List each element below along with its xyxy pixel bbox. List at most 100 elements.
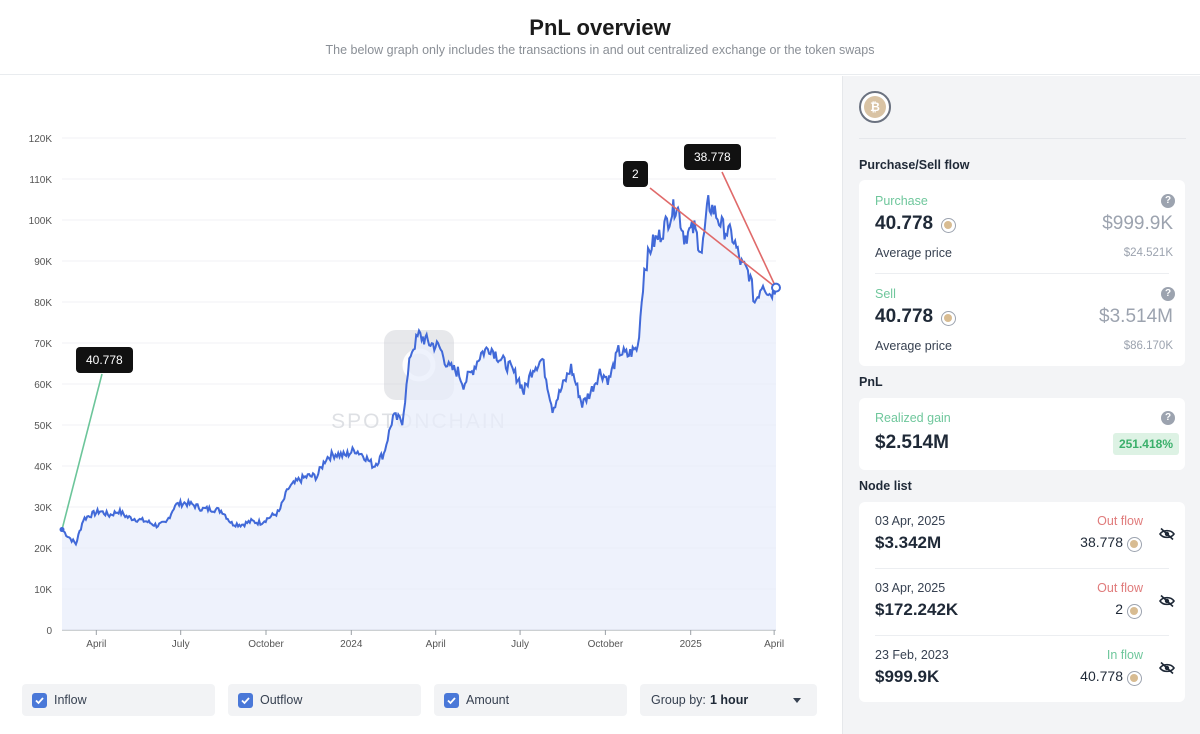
x-tick-label: July <box>511 639 529 650</box>
bitcoin-icon[interactable]: ₿ <box>859 91 891 123</box>
group-by-select[interactable]: Group by: 1 hour <box>640 684 817 716</box>
y-tick-label: 110K <box>29 175 52 186</box>
eye-off-icon[interactable] <box>1159 661 1175 675</box>
node-amount: 40.778 <box>1080 668 1123 684</box>
inflow-connector <box>61 373 103 530</box>
purchase-avg-label: Average price <box>875 246 952 260</box>
bitcoin-icon <box>1127 671 1142 686</box>
bitcoin-icon <box>1127 537 1142 552</box>
tooltip-inflow: 40.778 <box>76 347 133 373</box>
group-by-prefix: Group by: <box>651 693 706 707</box>
outflow-toggle[interactable]: Outflow <box>228 684 421 716</box>
purchase-label: Purchase <box>875 194 928 208</box>
help-icon[interactable]: ? <box>1161 194 1175 208</box>
y-tick-label: 70K <box>34 339 52 350</box>
outflow-label: Outflow <box>260 693 303 707</box>
node-list-title: Node list <box>859 479 912 493</box>
pnl-card: Realized gain ? $2.514M 251.418% <box>859 398 1185 470</box>
eye-off-icon[interactable] <box>1159 527 1175 541</box>
y-tick-label: 80K <box>34 298 52 309</box>
node-flow-type: Out flow <box>1097 581 1143 595</box>
node-date: 03 Apr, 2025 <box>875 514 946 528</box>
divider <box>875 568 1169 569</box>
sell-usd: $3.514M <box>1099 306 1173 327</box>
purchase-avg-value: $24.521K <box>1123 247 1173 259</box>
x-tick-label: October <box>588 639 624 650</box>
node-list-item[interactable]: 03 Apr, 2025 $172.242K Out flow 2 <box>859 569 1185 635</box>
inflow-point <box>59 527 65 533</box>
node-usd: $172.242K <box>875 600 959 619</box>
inflow-checkbox[interactable] <box>32 693 47 708</box>
node-date: 23 Feb, 2023 <box>875 648 949 662</box>
gain-percent-badge: 251.418% <box>1112 433 1179 455</box>
node-usd: $999.9K <box>875 667 940 686</box>
page-header: PnL overview The below graph only includ… <box>0 0 1200 75</box>
y-tick-label: 60K <box>34 380 52 391</box>
bitcoin-icon <box>941 218 956 233</box>
x-tick-label: October <box>248 639 284 650</box>
y-tick-label: 90K <box>34 257 52 268</box>
node-list-item[interactable]: 03 Apr, 2025 $3.342M Out flow 38.778 <box>859 502 1185 568</box>
sell-amount: 40.778 <box>875 306 934 327</box>
price-line <box>61 195 777 547</box>
x-tick-label: 2025 <box>680 639 703 650</box>
amount-label: Amount <box>466 693 510 707</box>
x-tick-label: April <box>764 639 784 650</box>
tooltip-outflow-large: 38.778 <box>684 144 741 170</box>
outflow-checkbox[interactable] <box>238 693 253 708</box>
y-tick-label: 100K <box>29 216 53 227</box>
page-title: PnL overview <box>529 15 671 40</box>
inflow-label: Inflow <box>54 693 87 707</box>
y-tick-label: 0 <box>46 626 52 637</box>
y-tick-label: 10K <box>34 585 52 596</box>
pnl-section-title: PnL <box>859 375 883 389</box>
amount-toggle[interactable]: Amount <box>434 684 627 716</box>
divider <box>875 635 1169 636</box>
outflow-connector-small <box>649 187 777 289</box>
purchase-amount: 40.778 <box>875 213 934 234</box>
x-tick-label: April <box>86 639 106 650</box>
amount-checkbox[interactable] <box>444 693 459 708</box>
inflow-toggle[interactable]: Inflow <box>22 684 215 716</box>
divider <box>859 138 1186 139</box>
outflow-point <box>771 282 781 293</box>
y-tick-label: 30K <box>34 503 52 514</box>
node-amount: 38.778 <box>1080 534 1123 550</box>
tooltip-outflow-small: 2 <box>623 161 648 187</box>
chart-panel: 0 10K 20K 30K 40K 50K 60K 70K 80K 90K 100K 110K 120K… <box>0 76 842 734</box>
divider <box>875 273 1169 274</box>
bitcoin-icon <box>1127 604 1142 619</box>
sell-avg-value: $86.170K <box>1123 340 1173 352</box>
sell-avg-label: Average price <box>875 339 952 353</box>
x-tick-label: 2024 <box>340 639 363 650</box>
x-tick-label: April <box>426 639 446 650</box>
help-icon[interactable]: ? <box>1161 411 1175 425</box>
node-list-item[interactable]: 23 Feb, 2023 $999.9K In flow 40.778 <box>859 636 1185 702</box>
price-area <box>62 195 776 630</box>
chevron-down-icon <box>793 698 801 703</box>
node-flow-type: In flow <box>1106 648 1143 662</box>
node-list: 03 Apr, 2025 $3.342M Out flow 38.778 03 … <box>859 502 1185 702</box>
realized-gain-value: $2.514M <box>875 432 949 453</box>
y-tick-label: 40K <box>34 462 52 473</box>
details-sidebar: ₿ Purchase/Sell flow Purchase ? 40.778 $… <box>842 76 1200 734</box>
node-date: 03 Apr, 2025 <box>875 581 946 595</box>
node-amount: 2 <box>1115 601 1123 617</box>
node-usd: $3.342M <box>875 533 942 552</box>
purchase-sell-card: Purchase ? 40.778 $999.9K Average price … <box>859 180 1185 366</box>
y-tick-label: 120K <box>29 134 53 145</box>
node-flow-type: Out flow <box>1097 514 1143 528</box>
y-tick-label: 50K <box>34 421 52 432</box>
y-tick-label: 20K <box>34 544 52 555</box>
sell-label: Sell <box>875 287 896 301</box>
pnl-line-chart[interactable]: 0 10K 20K 30K 40K 50K 60K 70K 80K 90K 100K 110K 120K… <box>0 76 842 676</box>
x-tick-label: July <box>172 639 190 650</box>
flow-section-title: Purchase/Sell flow <box>859 158 970 172</box>
group-by-value: 1 hour <box>710 693 749 707</box>
help-icon[interactable]: ? <box>1161 287 1175 301</box>
page-subtitle: The below graph only includes the transa… <box>325 43 875 57</box>
bitcoin-icon <box>941 311 956 326</box>
eye-off-icon[interactable] <box>1159 594 1175 608</box>
realized-gain-label: Realized gain <box>875 411 951 425</box>
outflow-connector-large <box>721 171 777 288</box>
